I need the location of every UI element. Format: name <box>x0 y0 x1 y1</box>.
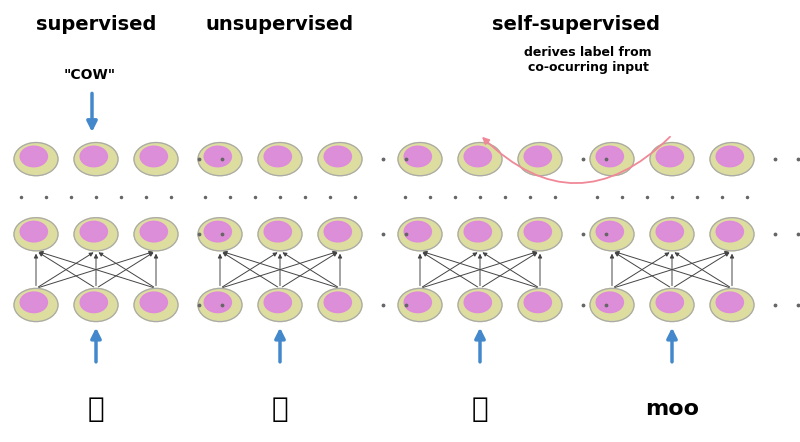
Ellipse shape <box>140 146 167 167</box>
Ellipse shape <box>596 292 623 312</box>
Ellipse shape <box>524 292 551 312</box>
Ellipse shape <box>80 221 107 242</box>
Ellipse shape <box>80 292 107 312</box>
Ellipse shape <box>264 221 291 242</box>
Ellipse shape <box>20 146 47 167</box>
Ellipse shape <box>404 292 431 312</box>
Ellipse shape <box>716 292 743 312</box>
Ellipse shape <box>140 221 167 242</box>
Ellipse shape <box>656 221 683 242</box>
Ellipse shape <box>398 142 442 175</box>
Ellipse shape <box>524 146 551 167</box>
Ellipse shape <box>74 288 118 322</box>
Ellipse shape <box>710 218 754 251</box>
Ellipse shape <box>264 146 291 167</box>
Ellipse shape <box>710 142 754 175</box>
Ellipse shape <box>596 221 623 242</box>
Ellipse shape <box>318 142 362 175</box>
Ellipse shape <box>74 218 118 251</box>
Ellipse shape <box>650 288 694 322</box>
Ellipse shape <box>398 288 442 322</box>
Ellipse shape <box>80 146 107 167</box>
Ellipse shape <box>650 142 694 175</box>
Ellipse shape <box>398 218 442 251</box>
Text: unsupervised: unsupervised <box>206 15 354 34</box>
Ellipse shape <box>518 288 562 322</box>
Text: derives label from
co-ocurring input: derives label from co-ocurring input <box>524 46 652 74</box>
Ellipse shape <box>258 288 302 322</box>
Ellipse shape <box>134 142 178 175</box>
Ellipse shape <box>204 221 231 242</box>
Ellipse shape <box>464 146 491 167</box>
Ellipse shape <box>464 221 491 242</box>
Ellipse shape <box>140 292 167 312</box>
Ellipse shape <box>318 218 362 251</box>
Text: supervised: supervised <box>36 15 156 34</box>
FancyArrowPatch shape <box>483 137 670 183</box>
Ellipse shape <box>656 292 683 312</box>
Ellipse shape <box>590 142 634 175</box>
Ellipse shape <box>134 288 178 322</box>
Text: "COW": "COW" <box>64 68 116 82</box>
Ellipse shape <box>324 292 351 312</box>
Ellipse shape <box>324 146 351 167</box>
Ellipse shape <box>264 292 291 312</box>
Ellipse shape <box>14 142 58 175</box>
Text: self-supervised: self-supervised <box>492 15 660 34</box>
Ellipse shape <box>650 218 694 251</box>
Ellipse shape <box>524 221 551 242</box>
Ellipse shape <box>258 218 302 251</box>
Ellipse shape <box>404 221 431 242</box>
Ellipse shape <box>134 218 178 251</box>
Ellipse shape <box>464 292 491 312</box>
Ellipse shape <box>14 288 58 322</box>
Ellipse shape <box>20 292 47 312</box>
Ellipse shape <box>14 218 58 251</box>
Ellipse shape <box>198 218 242 251</box>
Ellipse shape <box>458 288 502 322</box>
Text: moo: moo <box>645 399 699 419</box>
Ellipse shape <box>204 146 231 167</box>
Text: 🐄: 🐄 <box>88 395 104 423</box>
Ellipse shape <box>716 221 743 242</box>
Ellipse shape <box>716 146 743 167</box>
Ellipse shape <box>404 146 431 167</box>
Ellipse shape <box>74 142 118 175</box>
Text: 🐄: 🐄 <box>472 395 488 423</box>
Ellipse shape <box>590 218 634 251</box>
Ellipse shape <box>458 142 502 175</box>
Ellipse shape <box>710 288 754 322</box>
Ellipse shape <box>656 146 683 167</box>
Ellipse shape <box>20 221 47 242</box>
Ellipse shape <box>518 218 562 251</box>
Ellipse shape <box>198 142 242 175</box>
Ellipse shape <box>318 288 362 322</box>
Ellipse shape <box>590 288 634 322</box>
Ellipse shape <box>518 142 562 175</box>
Ellipse shape <box>596 146 623 167</box>
Ellipse shape <box>204 292 231 312</box>
Ellipse shape <box>198 288 242 322</box>
Text: 🐄: 🐄 <box>272 395 288 423</box>
Ellipse shape <box>458 218 502 251</box>
Ellipse shape <box>258 142 302 175</box>
Ellipse shape <box>324 221 351 242</box>
